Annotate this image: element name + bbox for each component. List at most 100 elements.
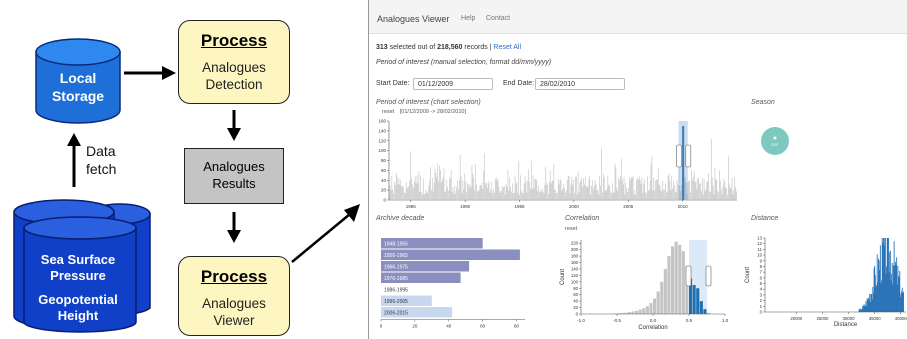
distance-bar[interactable] (858, 309, 860, 312)
archive-bar[interactable] (381, 272, 461, 284)
correlation-bar[interactable] (635, 310, 639, 314)
distance-bar[interactable] (883, 245, 885, 312)
distance-bar[interactable] (898, 276, 899, 312)
distance-bar[interactable] (881, 280, 883, 312)
correlation-bar[interactable] (703, 309, 707, 314)
correlation-bar[interactable] (696, 288, 700, 314)
distance-bar[interactable] (868, 300, 870, 312)
correlation-bar[interactable] (631, 311, 635, 314)
end-date-input[interactable]: 28/02/2010 (535, 78, 625, 90)
distance-bar[interactable] (862, 305, 864, 312)
correlation-bar[interactable] (620, 313, 624, 314)
distance-bar[interactable] (874, 275, 876, 312)
distance-bar[interactable] (885, 273, 887, 312)
archive-decade-chart[interactable]: 1948-1955 1956-1965 1966-1975 1976-1985 1986… (375, 236, 535, 332)
poi-brush-handle-left[interactable] (676, 144, 682, 168)
distance-bar[interactable] (896, 257, 898, 312)
distance-bar[interactable] (865, 301, 867, 312)
correlation-bar[interactable] (627, 312, 631, 314)
correlation-bar[interactable] (699, 301, 703, 314)
distance-bar[interactable] (866, 306, 868, 312)
distance-bar[interactable] (864, 306, 866, 312)
correlation-bar[interactable] (689, 278, 693, 314)
distance-bar[interactable] (860, 309, 862, 312)
distance-bar[interactable] (900, 293, 902, 312)
poi-reset-link[interactable]: reset (382, 109, 395, 115)
distance-bar[interactable] (869, 294, 871, 312)
correlation-bar[interactable] (617, 313, 621, 314)
distance-bar[interactable] (867, 297, 869, 312)
correlation-bar[interactable] (638, 309, 642, 314)
distance-bar[interactable] (893, 265, 894, 312)
start-date-input[interactable]: 01/12/2009 (413, 78, 493, 90)
distance-bar[interactable] (889, 250, 891, 312)
season-slice-djf[interactable] (761, 127, 789, 155)
distance-bar[interactable] (879, 270, 881, 312)
archive-bar[interactable] (381, 295, 432, 307)
distance-bar[interactable] (891, 273, 893, 312)
distance-bar[interactable] (884, 238, 886, 312)
reset-all-link[interactable]: Reset All (493, 44, 522, 51)
correlation-bar[interactable] (685, 265, 689, 314)
archive-bar[interactable] (381, 249, 520, 261)
distance-bar[interactable] (903, 291, 904, 312)
correlation-bar[interactable] (660, 281, 664, 314)
distance-bar[interactable] (866, 298, 868, 312)
distance-bar[interactable] (899, 297, 901, 312)
distance-bar[interactable] (877, 282, 879, 312)
distance-bar[interactable] (870, 294, 872, 312)
distance-bar[interactable] (878, 260, 880, 312)
correlation-bar[interactable] (645, 306, 649, 314)
distance-bar[interactable] (889, 252, 891, 312)
distance-bar[interactable] (886, 238, 888, 312)
distance-bar[interactable] (888, 238, 889, 312)
distance-bar[interactable] (898, 277, 900, 312)
correlation-bar[interactable] (692, 285, 696, 314)
distance-bar[interactable] (899, 271, 901, 312)
correlation-bar[interactable] (678, 244, 682, 314)
distance-bar[interactable] (859, 308, 861, 312)
correlation-bar[interactable] (656, 291, 660, 314)
correlation-bar[interactable] (624, 312, 628, 314)
distance-bar[interactable] (869, 302, 871, 312)
distance-bar[interactable] (894, 265, 896, 312)
distance-bar[interactable] (882, 242, 884, 312)
correlation-reset-link[interactable]: reset (565, 226, 578, 232)
archive-bar[interactable] (381, 307, 453, 318)
distance-bar[interactable] (883, 238, 884, 312)
distance-bar[interactable] (873, 268, 875, 312)
distance-bar[interactable] (861, 308, 863, 312)
distance-bar[interactable] (902, 293, 904, 312)
archive-bar[interactable] (381, 238, 483, 249)
distance-bar[interactable] (897, 266, 899, 312)
distance-bar[interactable] (884, 238, 886, 312)
correlation-bar[interactable] (667, 256, 671, 314)
distance-bar[interactable] (888, 271, 890, 312)
distance-bar[interactable] (863, 304, 865, 312)
correlation-brush-handle-right[interactable] (705, 265, 712, 287)
correlation-bar[interactable] (707, 312, 711, 314)
distance-bar[interactable] (874, 265, 876, 312)
distance-bar[interactable] (867, 299, 869, 312)
distance-bar[interactable] (887, 238, 889, 312)
distance-bar[interactable] (896, 284, 898, 312)
poi-brush-handle-right[interactable] (685, 144, 692, 168)
correlation-bar[interactable] (671, 246, 675, 314)
distance-bar[interactable] (861, 309, 862, 312)
correlation-bar[interactable] (653, 298, 657, 314)
distance-bar[interactable] (876, 254, 878, 312)
distance-bar[interactable] (875, 286, 877, 312)
distance-bar[interactable] (872, 292, 874, 312)
distance-bar[interactable] (879, 245, 881, 312)
distance-bar[interactable] (871, 293, 873, 312)
correlation-bar[interactable] (642, 308, 646, 314)
correlation-bar[interactable] (663, 268, 667, 314)
correlation-bar[interactable] (681, 251, 685, 314)
distance-bar[interactable] (881, 238, 883, 312)
distance-bar[interactable] (901, 291, 903, 312)
distance-bar[interactable] (893, 241, 895, 312)
distance-bar[interactable] (895, 264, 897, 312)
season-pie[interactable]: DJF (757, 124, 797, 160)
distance-bar[interactable] (892, 284, 894, 312)
